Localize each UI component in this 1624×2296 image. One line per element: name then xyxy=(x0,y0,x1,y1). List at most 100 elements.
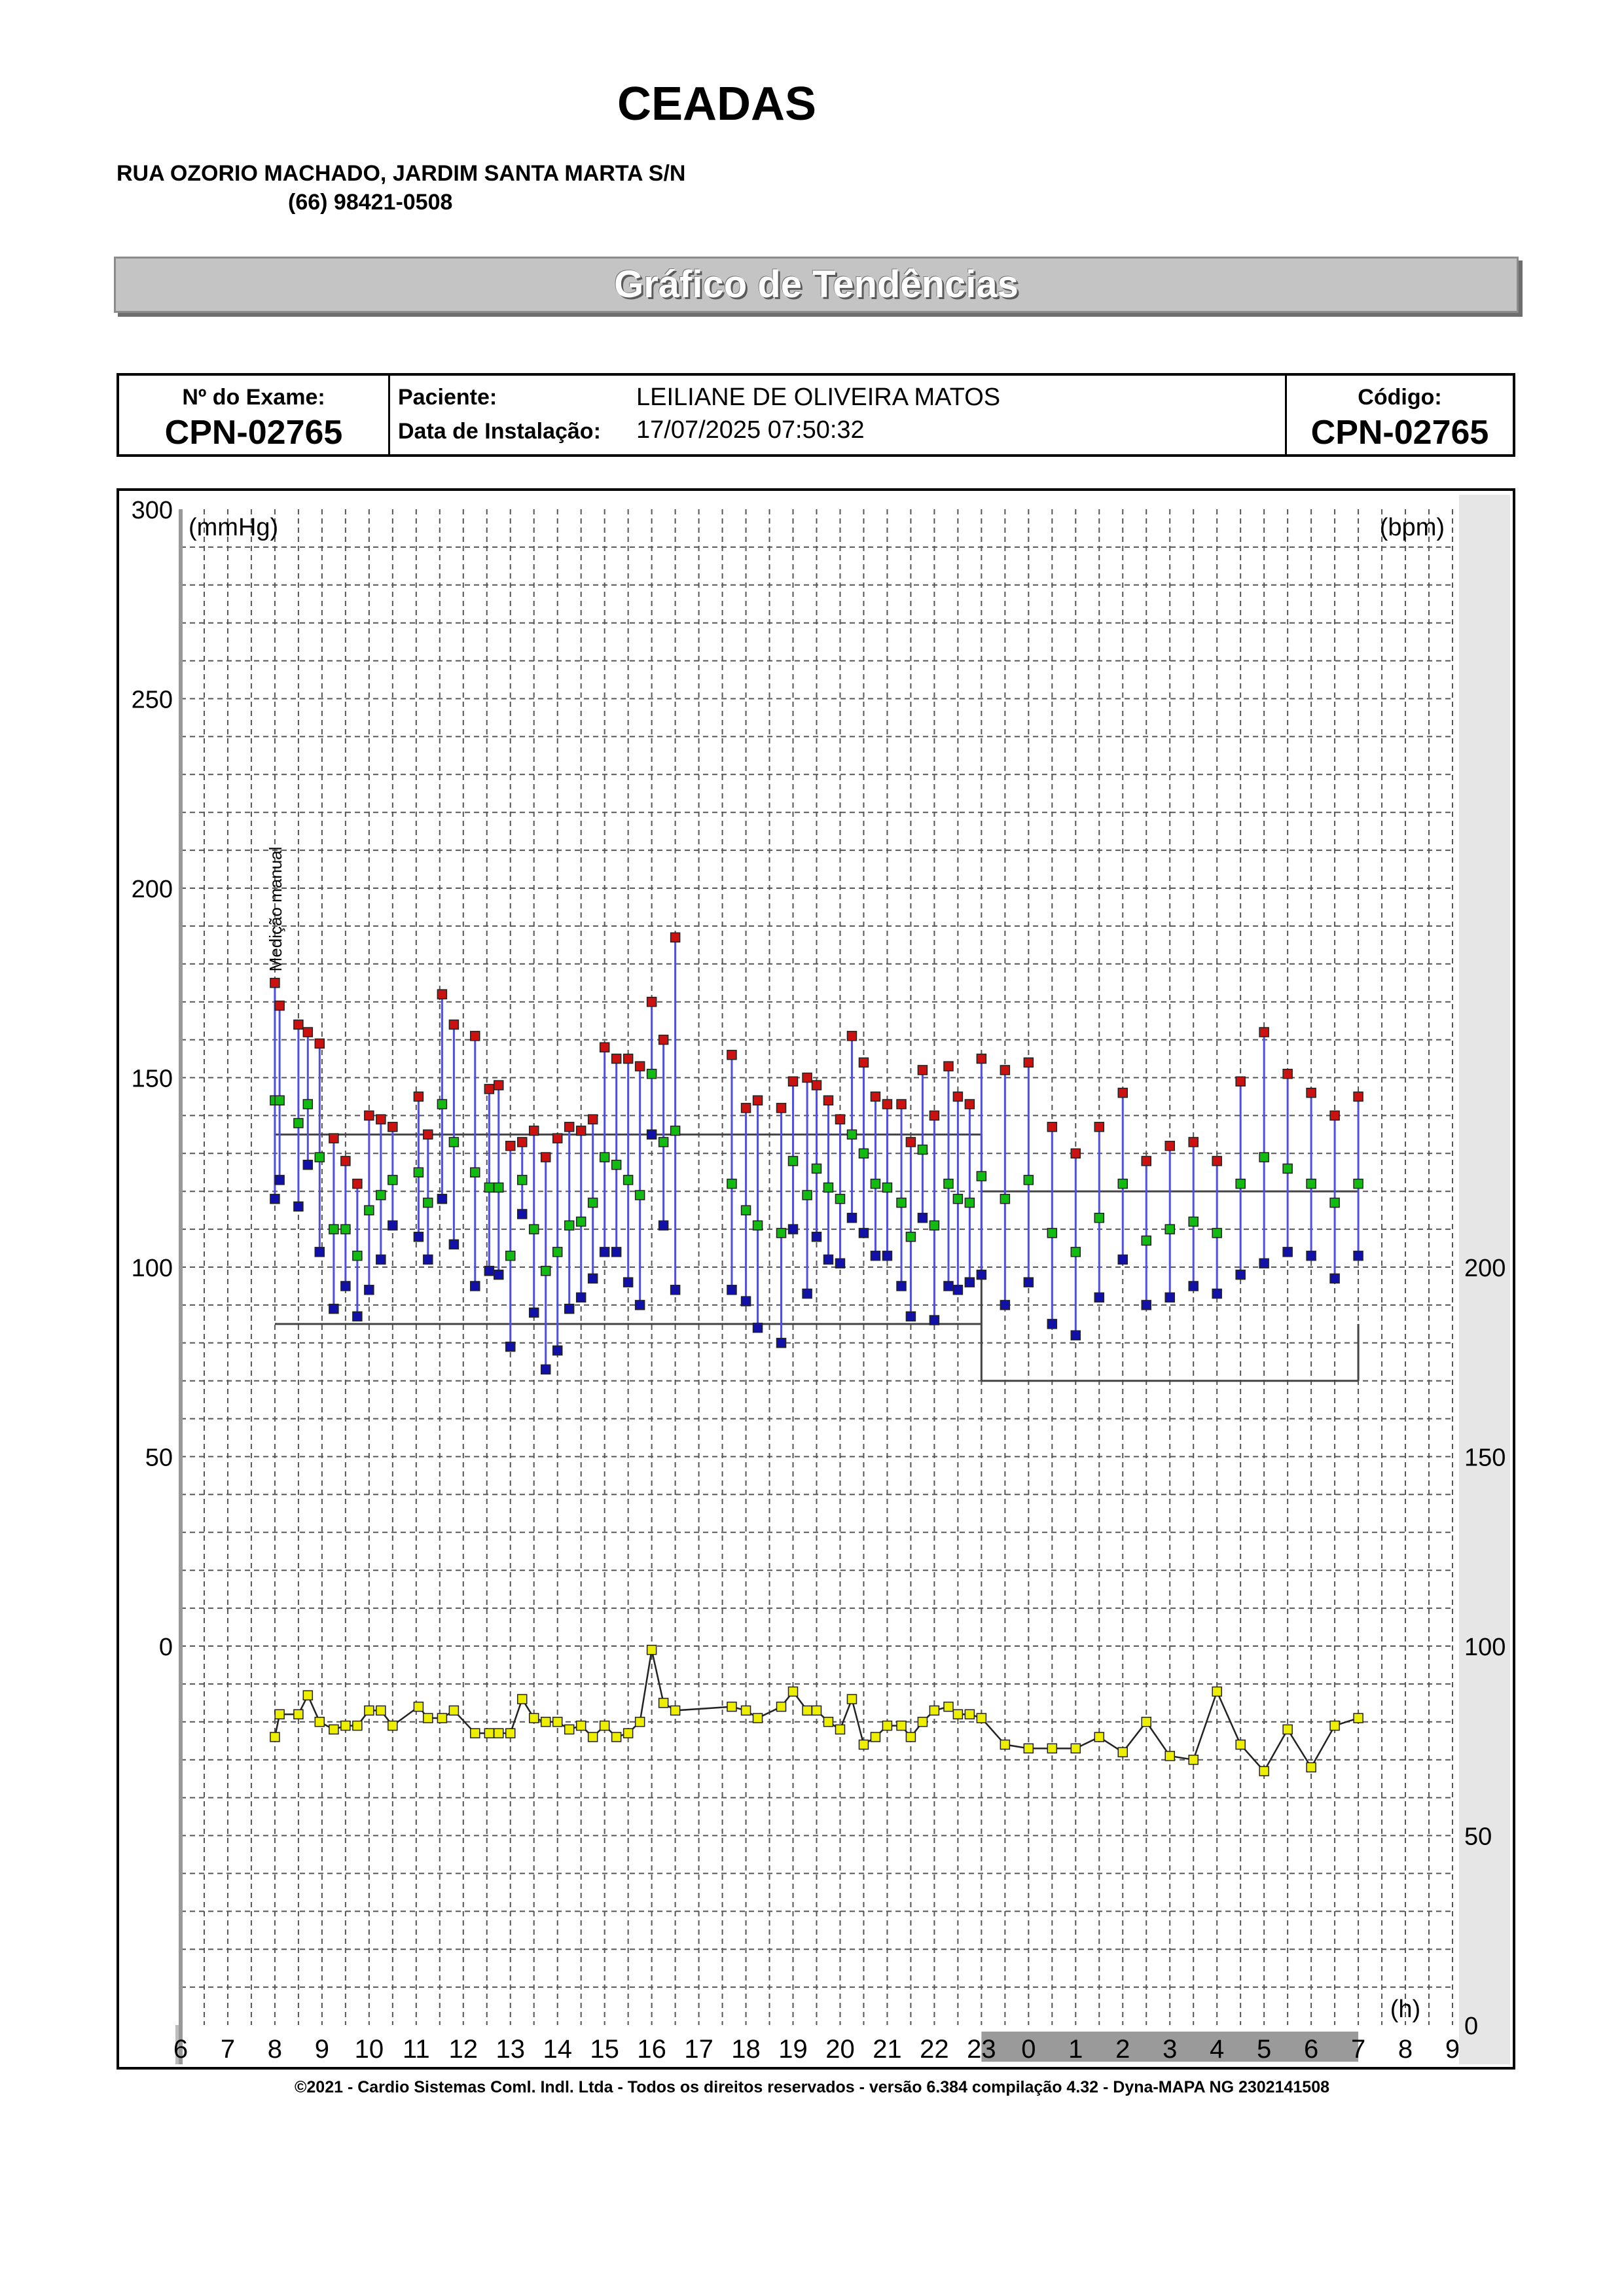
systolic-point xyxy=(352,1178,363,1189)
mean-point xyxy=(484,1182,495,1193)
heart-rate-point xyxy=(470,1728,480,1738)
mean-point xyxy=(340,1224,351,1234)
diastolic-point xyxy=(952,1284,964,1295)
heart-rate-point xyxy=(1047,1743,1058,1754)
y-tick-right-label: 100 xyxy=(1464,1634,1506,1661)
heart-rate-point xyxy=(274,1709,285,1719)
heart-rate-point xyxy=(1353,1713,1363,1723)
diastolic-point xyxy=(1329,1273,1340,1284)
x-tick-label: 4 xyxy=(1210,2035,1224,2064)
heart-rate-point xyxy=(270,1732,280,1742)
mean-point xyxy=(540,1266,551,1276)
mean-point xyxy=(293,1118,304,1128)
systolic-point xyxy=(634,1061,645,1071)
diastolic-point xyxy=(564,1303,575,1314)
systolic-point xyxy=(376,1114,386,1124)
systolic-point xyxy=(882,1099,893,1109)
mean-point xyxy=(752,1220,763,1231)
heart-rate-point xyxy=(1282,1724,1293,1735)
diastolic-point xyxy=(1070,1330,1081,1340)
systolic-point xyxy=(1094,1122,1105,1132)
x-tick-label: 7 xyxy=(1351,2035,1365,2064)
heart-rate-point xyxy=(858,1739,869,1750)
heart-rate-point xyxy=(1188,1754,1199,1765)
diastolic-point xyxy=(599,1247,610,1257)
diastolic-point xyxy=(552,1345,563,1356)
x-tick-label: 0 xyxy=(1021,2035,1036,2064)
systolic-point xyxy=(976,1053,987,1064)
clinic-phone: (66) 98421-0508 xyxy=(288,190,453,215)
diastolic-point xyxy=(1235,1269,1246,1280)
systolic-point xyxy=(846,1031,857,1041)
exam-number-value: CPN-02765 xyxy=(164,414,343,452)
x-tick-label: 17 xyxy=(684,2035,713,2064)
patient-name: LEILIANE DE OLIVEIRA MATOS xyxy=(636,384,1001,411)
systolic-point xyxy=(494,1080,504,1090)
mean-point xyxy=(905,1231,916,1242)
x-tick-label: 20 xyxy=(825,2035,855,2064)
systolic-point xyxy=(388,1122,398,1132)
diastolic-point xyxy=(823,1254,834,1265)
mean-point xyxy=(423,1197,433,1208)
x-tick-label: 9 xyxy=(315,2035,329,2064)
heart-rate-point xyxy=(484,1728,495,1738)
heart-rate-point xyxy=(376,1705,386,1716)
diastolic-point xyxy=(727,1284,737,1295)
mean-point xyxy=(870,1178,881,1189)
diastolic-point xyxy=(858,1228,869,1238)
systolic-point xyxy=(952,1091,964,1102)
systolic-point xyxy=(1023,1057,1034,1068)
diastolic-point xyxy=(846,1212,857,1223)
systolic-point xyxy=(293,1019,304,1030)
diastolic-point xyxy=(611,1247,622,1257)
mean-point xyxy=(505,1250,516,1261)
heart-rate-point xyxy=(352,1720,363,1731)
systolic-point xyxy=(870,1091,881,1102)
heart-rate-point xyxy=(1094,1732,1105,1742)
mean-point xyxy=(564,1220,575,1231)
mean-point xyxy=(1353,1178,1363,1189)
systolic-point xyxy=(314,1038,325,1049)
systolic-point xyxy=(646,996,657,1007)
systolic-point xyxy=(740,1103,751,1113)
mean-point xyxy=(1235,1178,1246,1189)
heart-rate-point xyxy=(587,1732,598,1742)
heart-rate-point xyxy=(870,1732,881,1742)
mean-point xyxy=(917,1144,928,1155)
systolic-point xyxy=(552,1133,563,1143)
heart-rate-point xyxy=(896,1720,907,1731)
mean-point xyxy=(740,1205,751,1215)
x-tick-label: 7 xyxy=(221,2035,235,2064)
mean-point xyxy=(846,1129,857,1140)
heart-rate-point xyxy=(802,1705,812,1716)
diastolic-point xyxy=(964,1277,975,1287)
heart-rate-point xyxy=(964,1709,975,1719)
systolic-point xyxy=(1117,1087,1128,1098)
diastolic-point xyxy=(1259,1258,1269,1268)
mean-point xyxy=(1164,1224,1175,1234)
systolic-point xyxy=(752,1095,763,1105)
systolic-point xyxy=(302,1027,314,1037)
diastolic-point xyxy=(340,1281,351,1291)
heart-rate-point xyxy=(505,1728,516,1738)
diastolic-point xyxy=(905,1311,916,1322)
diastolic-point xyxy=(302,1159,314,1170)
mean-point xyxy=(587,1197,598,1208)
diastolic-point xyxy=(1306,1250,1316,1261)
annotation-manual-measurement: Medição manual xyxy=(266,847,285,972)
mean-point xyxy=(528,1224,539,1234)
mean-point xyxy=(670,1125,681,1136)
mean-point xyxy=(1282,1163,1293,1174)
diastolic-point xyxy=(528,1307,539,1318)
diastolic-point xyxy=(896,1281,907,1291)
systolic-point xyxy=(787,1076,799,1087)
heart-rate-point xyxy=(776,1701,787,1712)
systolic-point xyxy=(1259,1027,1269,1037)
x-tick-label: 10 xyxy=(355,2035,384,2064)
mean-point xyxy=(388,1175,398,1185)
systolic-point xyxy=(823,1095,834,1105)
heart-rate-point xyxy=(448,1705,460,1716)
exam-number-cell: Nº do Exame: CPN-02765 xyxy=(119,376,390,454)
x-tick-label: 8 xyxy=(1398,2035,1413,2064)
diastolic-point xyxy=(740,1296,751,1306)
